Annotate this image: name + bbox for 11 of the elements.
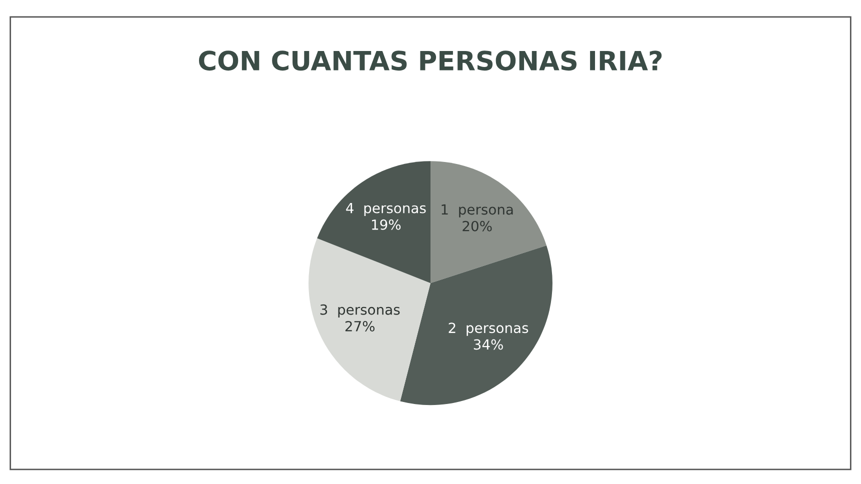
slice-label: 2 personas xyxy=(448,322,528,336)
slice-label: 3 personas xyxy=(320,304,400,318)
data-label: 27% xyxy=(345,320,375,332)
pie-slice xyxy=(308,238,430,402)
data-label: 34% xyxy=(474,339,503,350)
slice-label: 4 personas xyxy=(346,202,426,216)
chart-title: CON CUANTAS PERSONAS IRIA? xyxy=(199,50,662,71)
data-label: 19% xyxy=(372,219,401,230)
slice-label: 1 persona xyxy=(442,204,513,218)
data-label: 20% xyxy=(462,220,492,232)
pie-slice xyxy=(430,161,546,284)
